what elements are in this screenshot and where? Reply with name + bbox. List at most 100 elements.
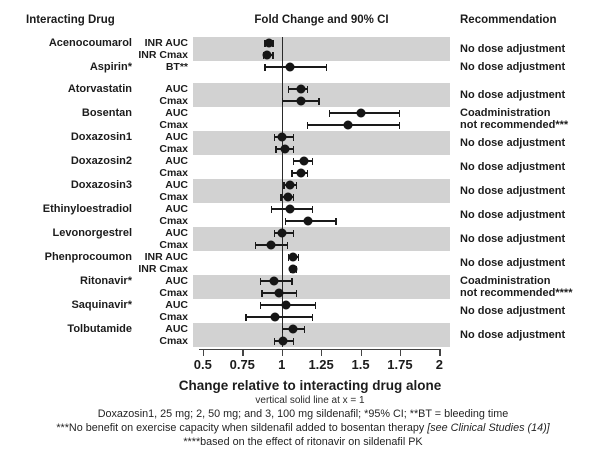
point-estimate-dot <box>285 180 295 190</box>
forest-plot-strip <box>193 299 450 323</box>
label-columns: Saquinavir* AUC Cmax <box>0 299 188 323</box>
axis-tick <box>321 349 323 356</box>
recommendation-text: No dose adjustment <box>460 305 566 317</box>
metric-label: Cmax <box>159 239 188 251</box>
reference-line <box>281 299 283 323</box>
forest-marker-row <box>193 287 450 299</box>
recommendation-cell: No dose adjustment <box>455 227 601 251</box>
drug-label: Doxazosin1 <box>70 131 132 143</box>
axis-tick <box>399 349 402 356</box>
recommendation-cell: No dose adjustment <box>455 155 601 179</box>
metric-label: AUC <box>165 299 188 311</box>
recommendation-text: No dose adjustment <box>460 185 566 197</box>
forest-rows-area: Acenocoumarol INR AUC INR Cmax No dose adju… <box>0 37 606 347</box>
axis-tick-label: 0.5 <box>193 357 212 372</box>
footnote-bosentan-italic: [see Clinical Studies (14)] <box>427 422 550 434</box>
metric-label: BT** <box>165 61 188 73</box>
point-estimate-dot <box>264 38 274 48</box>
forest-plot-strip <box>193 37 450 61</box>
recommendation-text: Coadministration <box>460 275 551 287</box>
drug-group-row: Tolbutamide AUC Cmax No dose adjustment <box>0 323 606 347</box>
drug-group-row: Doxazosin2 AUC Cmax No dose adjustment <box>0 155 606 179</box>
metric-label: INR AUC <box>144 251 188 263</box>
label-columns: Phenprocoumon INR AUC INR Cmax <box>0 251 188 275</box>
recommendation-cell: Coadministration not recommended**** <box>455 275 601 299</box>
reference-line <box>281 155 283 179</box>
forest-plot-strip <box>193 155 450 179</box>
label-columns: Acenocoumarol INR AUC INR Cmax <box>0 37 188 61</box>
forest-plot-strip <box>193 251 450 275</box>
metric-label: Cmax <box>159 335 188 347</box>
point-estimate-dot <box>303 216 313 226</box>
footnote-bosentan-text: ***No benefit on exercise capacity when … <box>56 422 428 434</box>
label-columns: Atorvastatin AUC Cmax <box>0 83 188 107</box>
forest-plot-strip <box>193 107 450 131</box>
reference-line <box>281 107 283 131</box>
header-interacting-drug: Interacting Drug <box>26 14 115 26</box>
forest-marker-row <box>193 263 450 275</box>
label-columns: Levonorgestrel AUC Cmax <box>0 227 188 251</box>
metric-column: AUC Cmax <box>132 275 188 299</box>
label-columns: Doxazosin2 AUC Cmax <box>0 155 188 179</box>
metric-label: AUC <box>165 83 188 95</box>
metric-label: Cmax <box>159 143 188 155</box>
metric-label: AUC <box>165 203 188 215</box>
point-estimate-dot <box>296 96 306 106</box>
forest-marker-row <box>193 143 450 155</box>
point-estimate-dot <box>288 252 298 262</box>
recommendation-text: Coadministration <box>460 107 551 119</box>
forest-marker-row <box>193 37 450 49</box>
forest-marker-row <box>193 275 450 287</box>
metric-label: Cmax <box>159 215 188 227</box>
drug-group-row: Ritonavir* AUC Cmax Coadministration not rec… <box>0 275 606 299</box>
drug-label: Phenprocoumon <box>44 251 132 263</box>
metric-label: Cmax <box>159 95 188 107</box>
recommendation-cell: No dose adjustment <box>455 203 601 227</box>
group-spacer-row <box>0 73 606 83</box>
footnote-ritonavir: ****based on the effect of ritonavir on … <box>183 436 423 448</box>
spacer-label-space <box>0 73 188 83</box>
metric-label: Cmax <box>159 119 188 131</box>
metric-label: AUC <box>165 275 188 287</box>
point-estimate-dot <box>283 192 293 202</box>
recommendation-text: not recommended*** <box>460 119 569 131</box>
recommendation-text: No dose adjustment <box>460 161 566 173</box>
point-estimate-dot <box>296 84 306 94</box>
header-fold-change: Fold Change and 90% CI <box>254 14 389 26</box>
reference-line <box>281 73 283 83</box>
point-estimate-dot <box>288 264 298 274</box>
metric-column: AUC Cmax <box>132 83 188 107</box>
recommendation-cell: Coadministration not recommended*** <box>455 107 601 131</box>
axis-tick-label: 1 <box>278 357 286 372</box>
forest-plot-strip <box>193 323 450 347</box>
reference-line <box>281 251 283 275</box>
forest-marker-row <box>193 299 450 311</box>
drug-group-row: Doxazosin1 AUC Cmax No dose adjustment <box>0 131 606 155</box>
metric-label: AUC <box>165 107 188 119</box>
recommendation-text: No dose adjustment <box>460 89 566 101</box>
metric-label: Cmax <box>159 167 188 179</box>
point-estimate-dot <box>285 62 295 72</box>
metric-column: AUC Cmax <box>132 323 188 347</box>
drug-group-row: Ethinyloestradiol AUC Cmax No dose adjustme… <box>0 203 606 227</box>
reference-line <box>281 131 283 155</box>
header-recommendation: Recommendation <box>460 14 557 26</box>
point-estimate-dot <box>280 144 290 154</box>
label-columns: Tolbutamide AUC Cmax <box>0 323 188 347</box>
forest-plot-strip <box>193 275 450 299</box>
forest-marker-row <box>193 131 450 143</box>
metric-label: Cmax <box>159 287 188 299</box>
column-headers: Interacting Drug Fold Change and 90% CI … <box>0 0 606 26</box>
recommendation-cell: No dose adjustment <box>455 61 601 73</box>
point-estimate-dot <box>299 156 309 166</box>
reference-line <box>281 275 283 299</box>
footnote-doses: Doxazosin1, 25 mg; 2, 50 mg; and 3, 100 … <box>97 408 509 420</box>
point-estimate-dot <box>285 204 295 214</box>
reference-line <box>281 83 283 107</box>
reference-line <box>281 227 283 251</box>
metric-column: AUC Cmax <box>132 155 188 179</box>
point-estimate-dot <box>356 108 366 118</box>
label-columns: Doxazosin1 AUC Cmax <box>0 131 188 155</box>
forest-plot-strip <box>193 131 450 155</box>
